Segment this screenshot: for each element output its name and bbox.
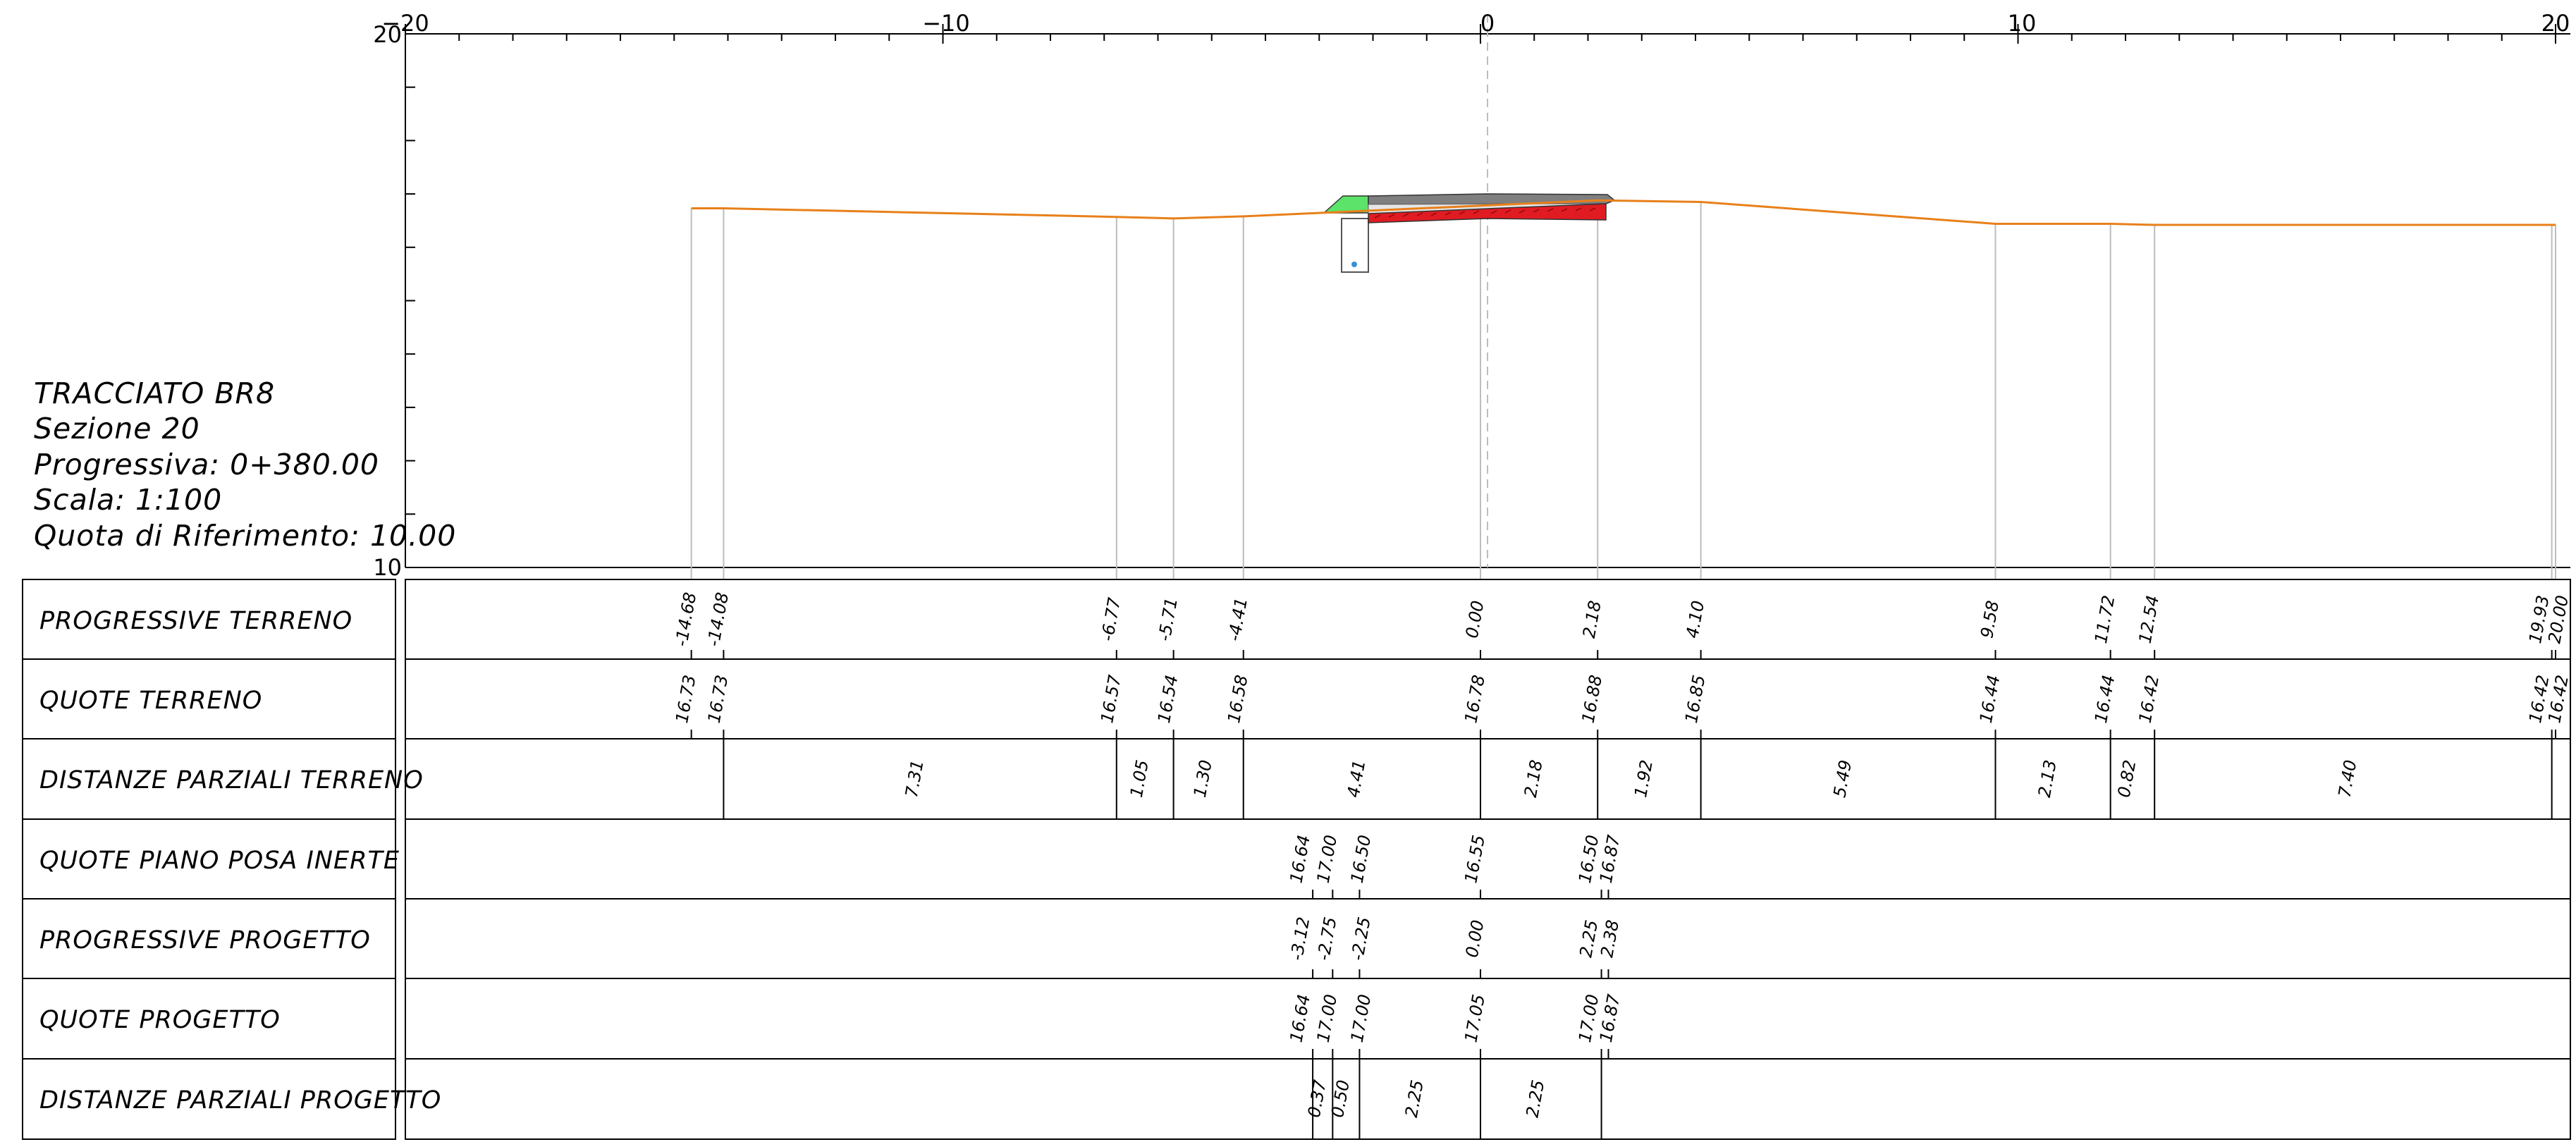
alignment-name: TRACCIATO BR8: [34, 376, 275, 410]
red-fill-hatch: [1374, 207, 1596, 219]
bedding-level-value: 16.64: [1286, 833, 1314, 885]
design-distance-value: 2.25: [1522, 1079, 1548, 1119]
terrain-level-value: 16.88: [1578, 673, 1607, 725]
grey-wearing-course: [1368, 193, 1616, 205]
terrain-distance-value: 7.31: [902, 759, 928, 799]
design-level-value: 17.00: [1313, 993, 1342, 1044]
terrain-level-value: 16.54: [1154, 673, 1182, 725]
y-tick-label: 10: [373, 554, 402, 581]
terrain-chainage-value: 0.00: [1462, 599, 1488, 639]
design-chainage-value: -3.12: [1287, 916, 1313, 962]
terrain-level-value: 16.73: [672, 673, 700, 725]
drain-dot: [1351, 262, 1357, 267]
row-label: QUOTE PIANO POSA INERTE: [39, 847, 400, 875]
bedding-level-value: 16.50: [1347, 833, 1375, 885]
terrain-chainage-value: 2.18: [1579, 599, 1605, 639]
design-chainage-value: -2.25: [1347, 916, 1374, 962]
row-label: PROGRESSIVE PROGETTO: [39, 926, 371, 954]
terrain-chainage-value: 4.10: [1682, 599, 1708, 639]
terrain-distance-value: 7.40: [2335, 759, 2361, 799]
row-label: QUOTE PROGETTO: [39, 1006, 281, 1034]
terrain-chainage-value: -14.68: [671, 591, 700, 648]
terrain-distance-value: 5.49: [1829, 759, 1856, 799]
terrain-level-value: 16.78: [1461, 673, 1489, 725]
terrain-line: [691, 199, 2556, 226]
table-marks: [690, 650, 2556, 1138]
design-chainage-value: -2.75: [1313, 916, 1340, 962]
section-number: Sezione 20: [34, 412, 200, 446]
terrain-chainage-value: 9.58: [1977, 599, 2003, 639]
x-tick-label: 10: [2008, 10, 2037, 37]
terrain-chainage-value: 11.72: [2091, 594, 2119, 645]
table-row-labels: PROGRESSIVE TERRENO QUOTE TERRENO DISTAN…: [39, 607, 441, 1115]
row-label: PROGRESSIVE TERRENO: [39, 607, 352, 635]
drawing-scale: Scala: 1:100: [34, 483, 222, 517]
design-distance-value: 0.37: [1304, 1078, 1330, 1119]
terrain-level-value: 16.85: [1681, 673, 1710, 725]
terrain-level-value: 16.73: [704, 673, 732, 725]
terrain-level-value: 16.42: [2135, 673, 2164, 725]
terrain-level-value: 16.57: [1097, 673, 1125, 725]
terrain-distance-value: 1.05: [1127, 759, 1153, 799]
axis-ticks: [405, 24, 2556, 568]
terrain-distance-value: 2.13: [2035, 759, 2061, 799]
terrain-level-value: 16.58: [1224, 673, 1252, 725]
design-level-value: 17.05: [1461, 993, 1489, 1044]
bedding-level-value: 17.00: [1313, 833, 1342, 885]
bedding-level-value: 16.55: [1461, 833, 1489, 885]
terrain-distance-value: 0.82: [2114, 759, 2140, 799]
x-tick-label: −10: [922, 10, 970, 37]
x-tick-label: −20: [381, 10, 429, 37]
terrain-chainage-value: -4.41: [1225, 596, 1251, 643]
design-distance-value: 0.50: [1327, 1079, 1354, 1119]
row-label: DISTANZE PARZIALI TERRENO: [39, 766, 424, 794]
red-fill-layer: [1368, 203, 1607, 223]
x-tick-label: 20: [2541, 10, 2570, 37]
section-info: TRACCIATO BR8 Sezione 20 Progressiva: 0+…: [34, 376, 456, 553]
terrain-chainage-value: -14.08: [704, 591, 732, 648]
terrain-chainage-value: 12.54: [2135, 594, 2164, 645]
section-chainage: Progressiva: 0+380.00: [34, 448, 379, 481]
terrain-chainage-value: -5.71: [1155, 596, 1182, 643]
y-tick-label: 20: [373, 21, 402, 48]
terrain-distance-value: 4.41: [1344, 759, 1370, 799]
design-chainage-value: 0.00: [1462, 919, 1488, 959]
terrain-distance-value: 2.18: [1521, 759, 1547, 799]
table-values: -14.68 -14.08 -6.77 -5.71 -4.41 0.00 2.18 4.10 9…: [671, 591, 2572, 1119]
ordinate-lines: [690, 200, 2556, 579]
terrain-distance-value: 1.30: [1190, 759, 1216, 799]
terrain-level-value: 16.44: [1976, 673, 2004, 725]
terrain-chainage-value: -6.77: [1098, 596, 1124, 643]
section-data-table: [22, 579, 2571, 1140]
row-label: QUOTE TERRENO: [39, 687, 262, 715]
row-label: DISTANZE PARZIALI PROGETTO: [39, 1086, 441, 1115]
design-distance-value: 2.25: [1402, 1079, 1428, 1119]
reference-level: Quota di Riferimento: 10.00: [34, 519, 456, 553]
design-level-value: 17.00: [1347, 993, 1375, 1044]
design-level-value: 16.64: [1286, 993, 1314, 1044]
x-tick-label: 0: [1480, 10, 1495, 37]
terrain-distance-value: 1.92: [1631, 759, 1657, 799]
terrain-level-value: 16.44: [2091, 673, 2119, 725]
